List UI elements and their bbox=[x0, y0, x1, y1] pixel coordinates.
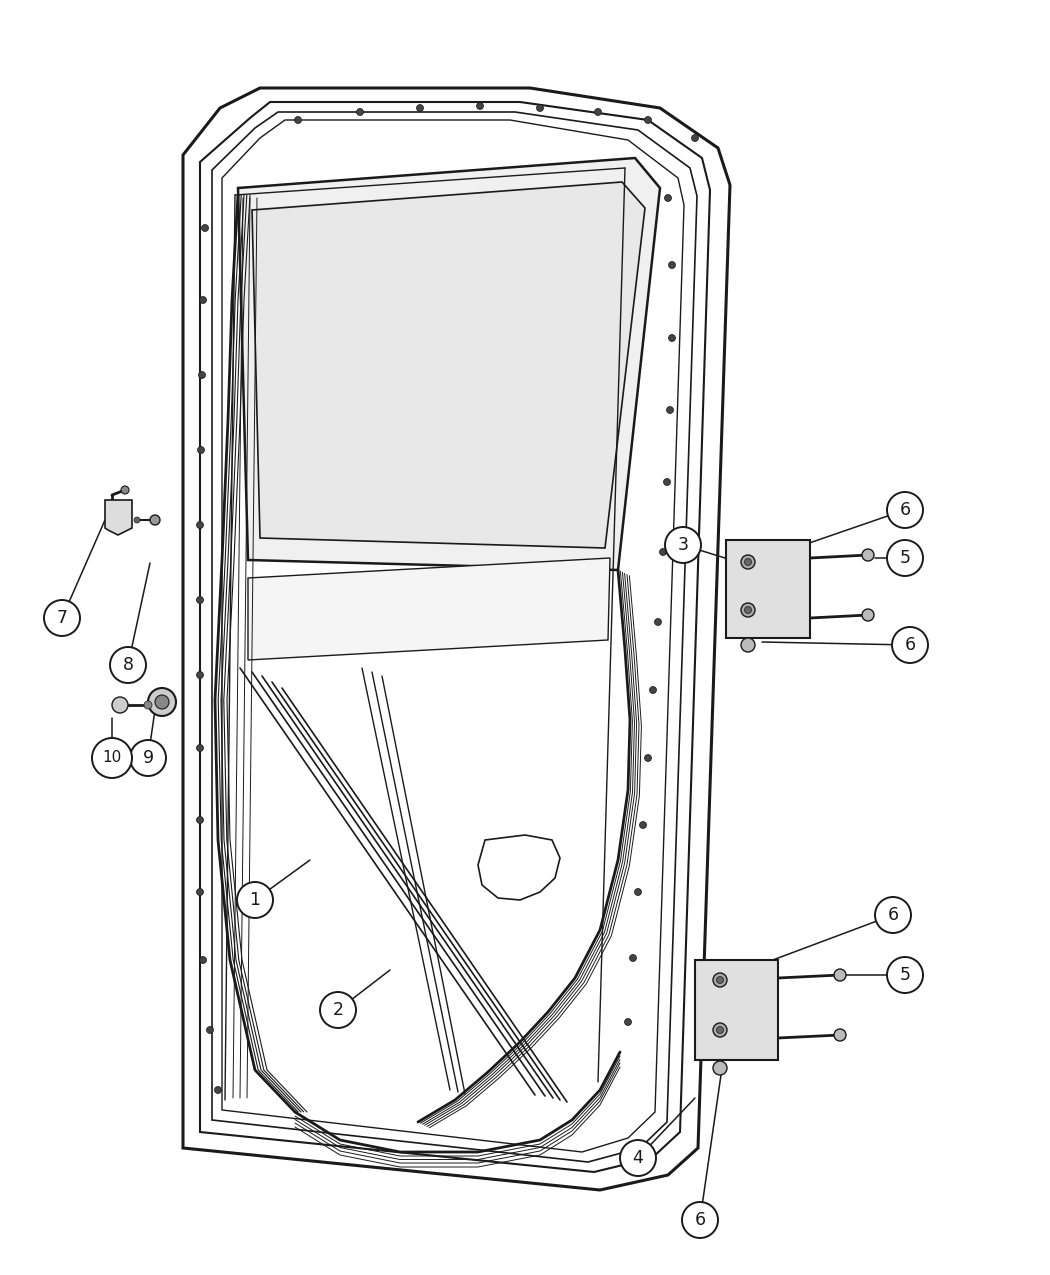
Circle shape bbox=[134, 516, 140, 523]
Circle shape bbox=[741, 603, 755, 617]
Circle shape bbox=[625, 1019, 631, 1025]
Text: 10: 10 bbox=[103, 751, 122, 765]
Circle shape bbox=[537, 105, 544, 111]
Text: 6: 6 bbox=[900, 501, 910, 519]
Circle shape bbox=[630, 955, 636, 961]
Circle shape bbox=[634, 889, 642, 895]
Circle shape bbox=[744, 558, 752, 566]
Circle shape bbox=[875, 898, 911, 933]
Circle shape bbox=[202, 224, 209, 232]
Text: 5: 5 bbox=[900, 550, 910, 567]
Text: 3: 3 bbox=[677, 536, 689, 555]
Circle shape bbox=[639, 821, 647, 829]
Circle shape bbox=[692, 134, 698, 142]
Circle shape bbox=[665, 195, 672, 201]
Circle shape bbox=[150, 515, 160, 525]
Polygon shape bbox=[248, 558, 610, 660]
Text: 6: 6 bbox=[694, 1211, 706, 1229]
Circle shape bbox=[862, 609, 874, 621]
Text: 4: 4 bbox=[632, 1149, 644, 1167]
Circle shape bbox=[357, 108, 363, 116]
Circle shape bbox=[741, 555, 755, 569]
Circle shape bbox=[110, 646, 146, 683]
Circle shape bbox=[594, 108, 602, 116]
Circle shape bbox=[682, 1202, 718, 1238]
Text: 6: 6 bbox=[887, 907, 899, 924]
Circle shape bbox=[713, 973, 727, 987]
Polygon shape bbox=[238, 158, 660, 570]
Circle shape bbox=[716, 1026, 723, 1034]
Circle shape bbox=[713, 1023, 727, 1037]
Circle shape bbox=[645, 755, 651, 761]
Circle shape bbox=[196, 816, 204, 824]
Circle shape bbox=[892, 627, 928, 663]
Circle shape bbox=[669, 334, 675, 342]
Circle shape bbox=[665, 527, 701, 564]
Text: 6: 6 bbox=[904, 636, 916, 654]
Circle shape bbox=[121, 486, 129, 493]
Circle shape bbox=[887, 958, 923, 993]
Circle shape bbox=[148, 688, 176, 717]
Circle shape bbox=[887, 541, 923, 576]
Circle shape bbox=[320, 992, 356, 1028]
Text: 7: 7 bbox=[57, 609, 67, 627]
Circle shape bbox=[862, 550, 874, 561]
Polygon shape bbox=[183, 88, 730, 1190]
Circle shape bbox=[200, 956, 207, 964]
Circle shape bbox=[207, 1026, 213, 1034]
Circle shape bbox=[92, 738, 132, 778]
Text: 1: 1 bbox=[250, 891, 260, 909]
Polygon shape bbox=[105, 500, 132, 536]
Polygon shape bbox=[695, 960, 778, 1060]
Circle shape bbox=[417, 105, 423, 111]
Circle shape bbox=[196, 521, 204, 529]
Circle shape bbox=[196, 745, 204, 751]
Circle shape bbox=[834, 1029, 846, 1040]
Circle shape bbox=[196, 889, 204, 895]
Circle shape bbox=[196, 597, 204, 603]
Circle shape bbox=[44, 601, 80, 636]
Circle shape bbox=[130, 740, 166, 776]
Circle shape bbox=[237, 882, 273, 918]
Circle shape bbox=[155, 695, 169, 709]
Circle shape bbox=[200, 297, 207, 303]
Circle shape bbox=[645, 116, 651, 124]
Polygon shape bbox=[726, 541, 810, 638]
Circle shape bbox=[214, 1086, 222, 1094]
Text: 2: 2 bbox=[333, 1001, 343, 1019]
Circle shape bbox=[477, 102, 483, 110]
Circle shape bbox=[650, 686, 656, 694]
Circle shape bbox=[887, 492, 923, 528]
Circle shape bbox=[659, 548, 667, 556]
Circle shape bbox=[144, 701, 152, 709]
Circle shape bbox=[716, 977, 723, 983]
Circle shape bbox=[669, 261, 675, 269]
Text: 8: 8 bbox=[123, 657, 133, 674]
Circle shape bbox=[294, 116, 301, 124]
Text: 9: 9 bbox=[143, 748, 153, 768]
Circle shape bbox=[834, 969, 846, 980]
Circle shape bbox=[198, 371, 206, 379]
Text: 5: 5 bbox=[900, 966, 910, 984]
Circle shape bbox=[654, 618, 662, 626]
Circle shape bbox=[667, 407, 673, 413]
Circle shape bbox=[197, 446, 205, 454]
Circle shape bbox=[112, 697, 128, 713]
Circle shape bbox=[196, 672, 204, 678]
Polygon shape bbox=[252, 182, 645, 548]
Circle shape bbox=[744, 607, 752, 613]
Circle shape bbox=[620, 1140, 656, 1176]
Circle shape bbox=[713, 1061, 727, 1075]
Circle shape bbox=[664, 478, 671, 486]
Circle shape bbox=[741, 638, 755, 652]
